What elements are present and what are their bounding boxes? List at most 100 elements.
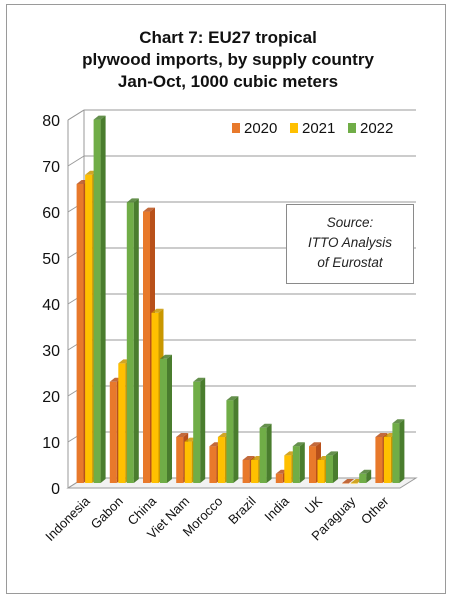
bar — [193, 377, 206, 483]
source-note-line-2: ITTO Analysis — [307, 235, 393, 250]
bar-side — [133, 198, 139, 483]
chart-title-line-3: Jan-Oct, 1000 cubic meters — [117, 72, 339, 91]
bar — [259, 423, 272, 483]
source-note-line-3: of Eurostat — [317, 255, 383, 270]
bar-front — [309, 446, 316, 483]
bar-front — [383, 437, 391, 483]
bar — [342, 479, 355, 484]
bar-front — [93, 119, 101, 483]
y-tick-label: 40 — [42, 297, 60, 314]
y-tick-label: 10 — [42, 435, 60, 452]
y-tick-label: 80 — [42, 113, 60, 130]
legend-swatch — [232, 123, 240, 133]
bar-front — [284, 455, 292, 483]
bar-front — [217, 437, 225, 483]
bar-side — [333, 451, 338, 483]
bar-front — [392, 423, 400, 483]
bar-front — [317, 460, 325, 483]
bar — [392, 419, 405, 483]
x-tick-label: Gabon — [88, 494, 126, 532]
y-tick-label: 0 — [51, 481, 60, 498]
bar-side — [200, 377, 206, 483]
y-tick-label: 30 — [42, 343, 60, 360]
bar-top — [226, 396, 239, 401]
bar-side — [167, 354, 172, 483]
chart-title-line-2: plywood imports, by supply country — [82, 50, 374, 69]
bar — [359, 469, 372, 483]
bar-front — [342, 483, 350, 484]
gridline-diag — [67, 155, 85, 167]
bar-front — [209, 446, 217, 483]
bar-front — [242, 460, 250, 483]
bar — [160, 354, 172, 483]
bar-top — [193, 377, 206, 382]
bar-top — [342, 479, 355, 483]
gridline-diag — [67, 109, 85, 121]
bar-front — [275, 473, 283, 483]
bar-front — [109, 381, 117, 483]
bar-top — [93, 115, 106, 120]
bar-front — [226, 400, 234, 483]
bar-top — [292, 442, 305, 447]
bar-side — [399, 419, 405, 483]
bar-front — [375, 437, 383, 483]
gridlines: 0 10 20 30 40 50 60 70 80 — [42, 109, 416, 498]
y-tick-label: 20 — [42, 389, 60, 406]
x-tick-label: Other — [358, 493, 392, 527]
bar-front — [184, 441, 192, 483]
bar-top — [375, 433, 388, 437]
bar-front — [143, 211, 150, 483]
bar-side — [299, 442, 305, 483]
bar — [326, 451, 338, 483]
bar-front — [350, 483, 358, 484]
bar — [292, 442, 305, 483]
bar-front — [193, 381, 201, 483]
source-note-line-1: Source: — [326, 215, 374, 230]
x-tick-label: UK — [302, 493, 326, 517]
bar-front — [359, 473, 367, 483]
bar-front — [176, 437, 184, 483]
legend-label: 2020 — [244, 120, 277, 137]
legend-label: 2021 — [302, 120, 335, 137]
bar-front — [292, 446, 300, 483]
bar-side — [266, 423, 272, 483]
bar-front — [326, 455, 333, 483]
chart-title-line-1: Chart 7: EU27 tropical — [139, 28, 317, 47]
bar-side — [100, 115, 106, 483]
x-tick-label: Brazil — [225, 493, 259, 527]
bar-top — [151, 308, 164, 313]
bar-front — [259, 427, 267, 483]
bar-top — [359, 469, 372, 474]
y-tick-label: 60 — [42, 205, 60, 222]
bar-top — [326, 451, 338, 456]
x-tick-label: India — [261, 493, 292, 524]
bar-front — [76, 184, 84, 483]
bar-top — [259, 423, 272, 428]
bar-front — [126, 202, 134, 483]
bar — [93, 115, 106, 483]
bar — [226, 396, 239, 483]
bar-top — [242, 456, 255, 460]
bar-top — [176, 433, 189, 437]
bar-top — [143, 207, 155, 212]
legend-label: 2022 — [360, 120, 393, 137]
bar-top — [392, 419, 405, 424]
bar-front — [160, 358, 167, 483]
bar-top — [160, 354, 172, 359]
bar-front — [118, 363, 126, 483]
bar-top — [126, 198, 139, 203]
bar — [126, 198, 139, 483]
bar-side — [366, 469, 372, 483]
bar-top — [309, 442, 321, 447]
legend-swatch — [290, 123, 298, 133]
y-tick-label: 70 — [42, 159, 60, 176]
bar-side — [233, 396, 239, 483]
bar-front — [85, 174, 93, 484]
y-tick-label: 50 — [42, 251, 60, 268]
x-tick-label: Indonesia — [42, 493, 93, 544]
bar-front — [151, 312, 159, 483]
legend-swatch — [348, 123, 356, 133]
source-note: Source: ITTO Analysis of Eurostat — [286, 204, 414, 284]
